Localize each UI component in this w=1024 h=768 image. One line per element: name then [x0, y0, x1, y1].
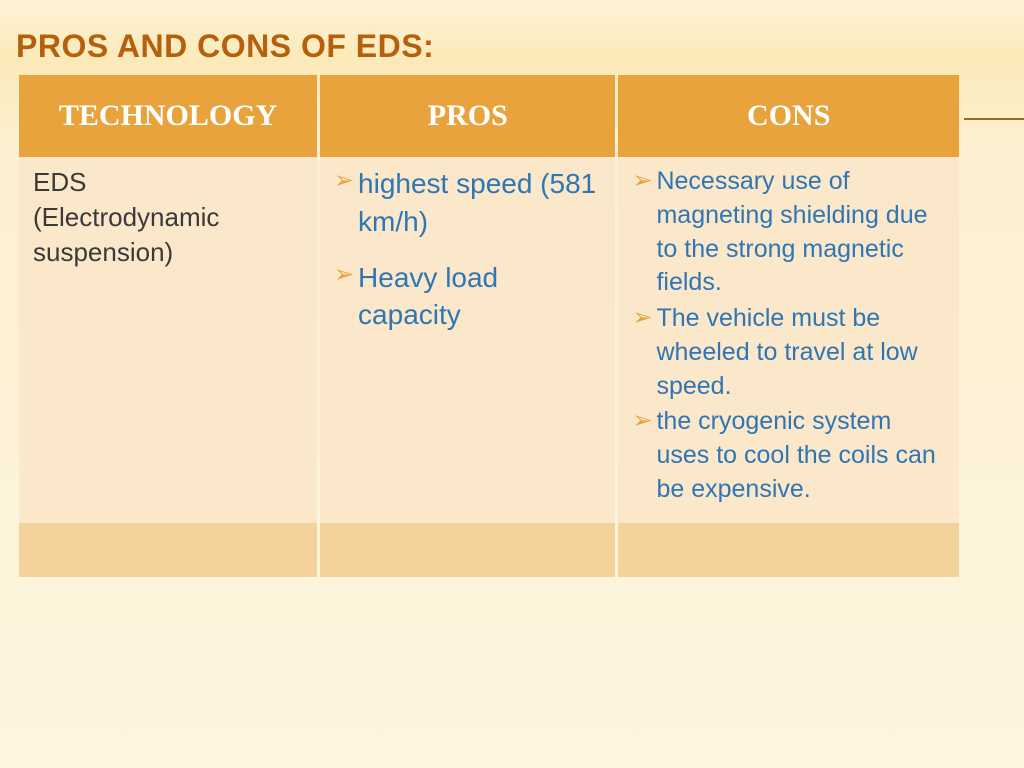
technology-line1: EDS	[33, 167, 86, 197]
list-item: The vehicle must be wheeled to travel at…	[632, 302, 945, 403]
empty-cell	[618, 523, 959, 577]
col-header-cons: CONS	[618, 75, 959, 157]
cons-item-text: Necessary use of magneting shielding due…	[656, 167, 927, 296]
list-item: Heavy load capacity	[334, 259, 601, 335]
pros-item-text: Heavy load capacity	[358, 262, 498, 331]
cell-technology: EDS (Electrodynamic suspension)	[19, 157, 317, 523]
cell-pros: highest speed (581 km/h) Heavy load capa…	[320, 157, 615, 523]
decorative-line	[964, 118, 1024, 120]
pros-item-text: highest speed (581 km/h)	[358, 168, 596, 237]
list-item: the cryogenic system uses to cool the co…	[632, 405, 945, 506]
pros-list: highest speed (581 km/h) Heavy load capa…	[334, 165, 601, 334]
list-item: Necessary use of magneting shielding due…	[632, 165, 945, 300]
col-header-technology: TECHNOLOGY	[19, 75, 317, 157]
table-header-row: TECHNOLOGY PROS CONS	[19, 75, 959, 157]
pros-cons-table: TECHNOLOGY PROS CONS EDS (Electrodynamic…	[16, 75, 962, 577]
cell-cons: Necessary use of magneting shielding due…	[618, 157, 959, 523]
col-header-pros: PROS	[320, 75, 615, 157]
cons-list: Necessary use of magneting shielding due…	[632, 165, 945, 507]
empty-cell	[19, 523, 317, 577]
technology-line2: (Electrodynamic suspension)	[33, 202, 219, 267]
cons-item-text: The vehicle must be wheeled to travel at…	[656, 304, 917, 400]
empty-cell	[320, 523, 615, 577]
list-item: highest speed (581 km/h)	[334, 165, 601, 241]
cons-item-text: the cryogenic system uses to cool the co…	[656, 407, 935, 503]
page-title: PROS AND CONS OF EDS:	[0, 0, 1024, 75]
table-row: EDS (Electrodynamic suspension) highest …	[19, 157, 959, 523]
table-footer-row	[19, 523, 959, 577]
